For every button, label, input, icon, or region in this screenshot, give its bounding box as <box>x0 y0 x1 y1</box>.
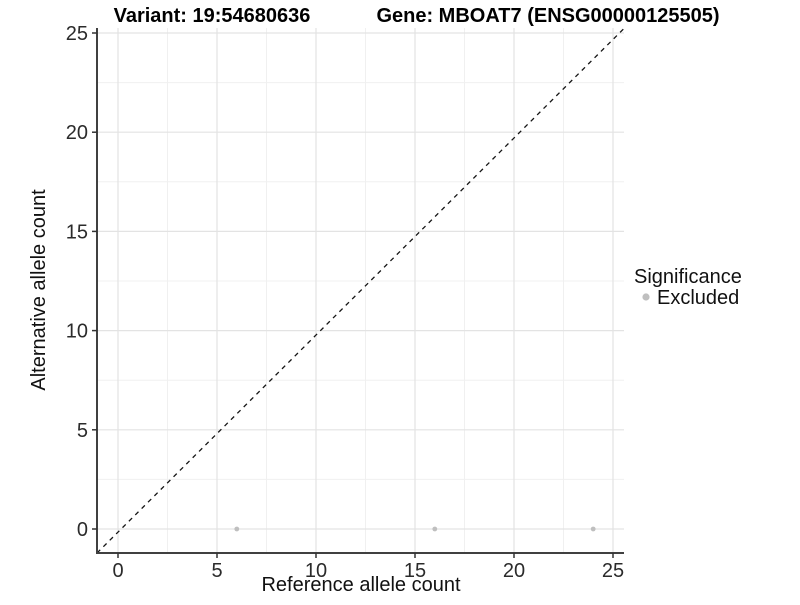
legend-title: Significance <box>634 266 742 288</box>
x-tick-label: 5 <box>211 560 222 582</box>
identity-reference-line <box>96 28 625 554</box>
legend: Significance Excluded <box>634 266 742 309</box>
y-tick-label: 10 <box>66 321 88 343</box>
y-tick-label: 25 <box>66 23 88 45</box>
y-tick-label: 5 <box>77 420 88 442</box>
data-points <box>234 526 596 532</box>
x-axis-title: Reference allele count <box>261 574 460 596</box>
y-tick-labels: 0 5 10 15 20 25 <box>66 23 88 541</box>
axis-ticks <box>92 32 614 558</box>
y-tick-label: 15 <box>66 221 88 243</box>
x-tick-label: 20 <box>503 560 525 582</box>
x-tick-label: 0 <box>112 560 123 582</box>
legend-label-excluded: Excluded <box>657 287 739 309</box>
legend-key-excluded-icon <box>642 293 650 301</box>
data-point <box>234 526 240 532</box>
y-axis-title: Alternative allele count <box>28 189 50 391</box>
plot-title-variant: Variant: 19:54680636 <box>114 5 311 27</box>
plot-title-gene: Gene: MBOAT7 (ENSG00000125505) <box>376 5 719 27</box>
data-point <box>590 526 596 532</box>
x-tick-label: 25 <box>602 560 624 582</box>
y-tick-label: 20 <box>66 122 88 144</box>
major-gridlines <box>97 28 624 553</box>
minor-gridlines <box>97 28 624 553</box>
x-tick-labels: 0 5 10 15 20 25 <box>112 560 624 582</box>
x-tick-label: 10 <box>305 560 327 582</box>
data-point <box>432 526 438 532</box>
x-tick-label: 15 <box>404 560 426 582</box>
y-tick-label: 0 <box>77 519 88 541</box>
